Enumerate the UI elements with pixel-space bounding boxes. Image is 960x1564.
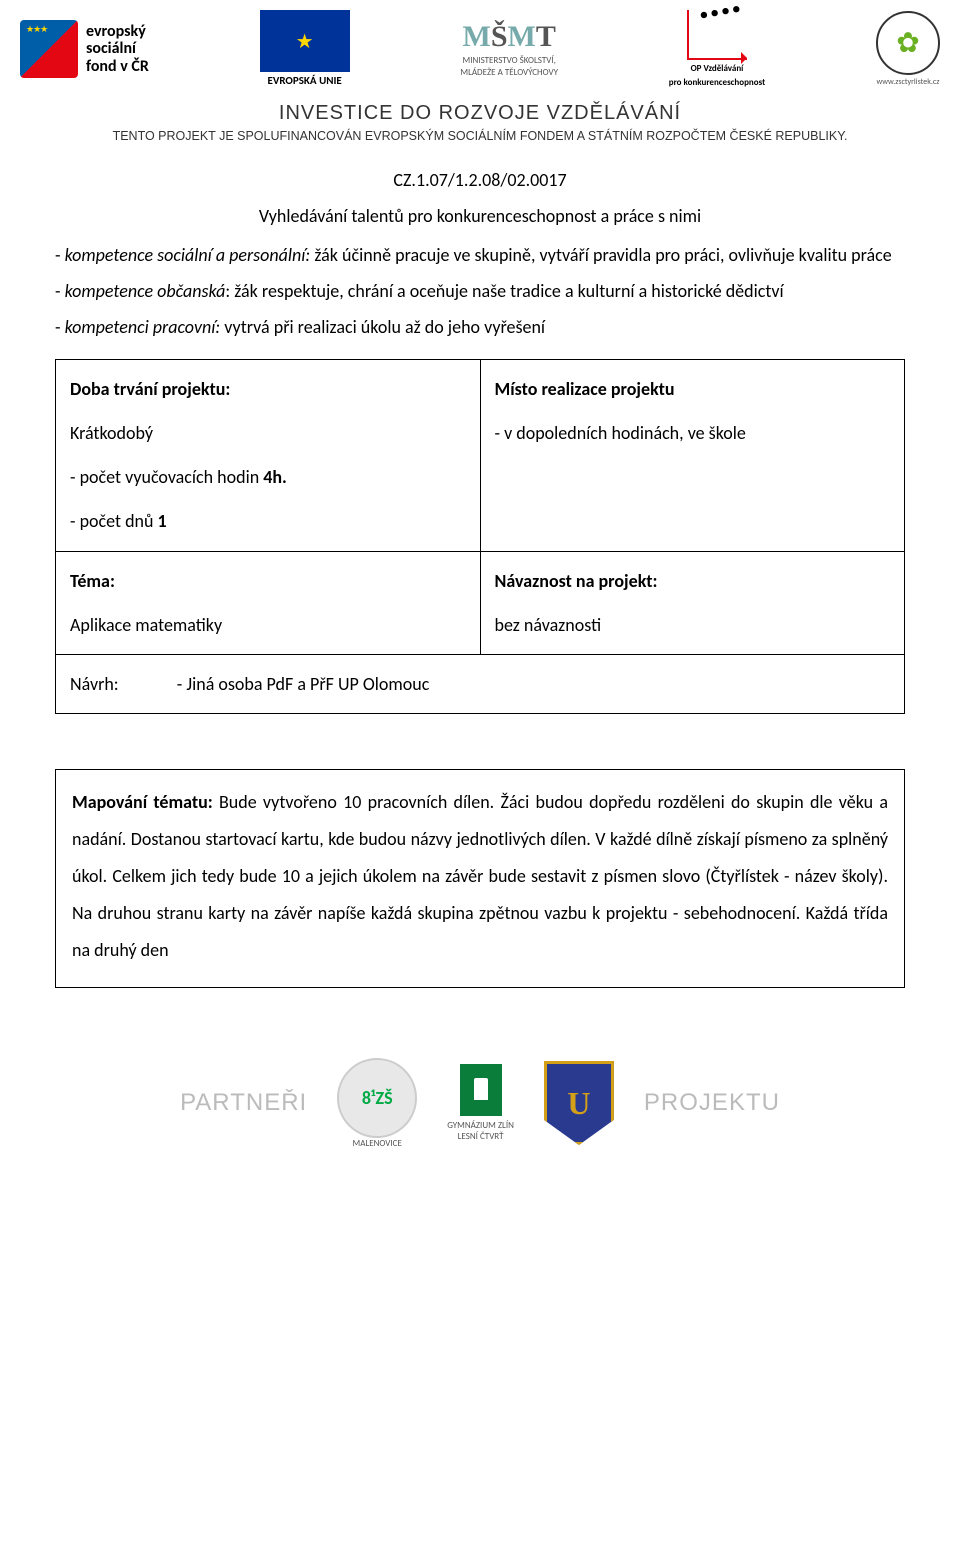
gym-caption2: LESNÍ ČTVRŤ [458,1131,504,1142]
competence-em: kompetence sociální a personální: [65,244,311,266]
msmt-caption2: MLÁDEŽE A TĚLOVÝCHOVY [460,68,558,78]
eu-caption: EVROPSKÁ UNIE [267,74,341,87]
competence-item-civic: - kompetence občanská: žák respektuje, c… [55,273,905,309]
competence-text: vytrvá při realizaci úkolu až do jeho vy… [220,316,545,338]
esf-flag-icon [20,20,78,78]
competence-text: : žák respektuje, chrání a oceňuje naše … [225,280,783,302]
msmt-caption1: MINISTERSTVO ŠKOLSTVÍ, [463,56,556,66]
eu-flag-icon: ★ [260,10,350,72]
msmt-logo: MŠMT MINISTERSTVO ŠKOLSTVÍ, MLÁDEŽE A TĚ… [460,20,558,78]
ctyrlistek-logo: ✿ www.zsctyrlistek.cz [876,11,940,87]
footer-partners: PARTNEŘI 8¹ZŠ MALENOVICE GYMNÁZIUM ZLÍN … [0,1018,960,1179]
eu-logo: ★ EVROPSKÁ UNIE [260,10,350,87]
table-row: Téma: Aplikace matematiky Návaznost na p… [56,551,905,654]
competence-text: žák účinně pracuje ve skupině, vytváří p… [310,244,891,266]
op-logo: •••• OP Vzdělávání pro konkurenceschopno… [669,10,765,88]
table-row: Doba trvání projektu: Krátkodobý - počet… [56,359,905,551]
proposal-cell: Návrh: - Jiná osoba PdF a PřF UP Olomouc [56,654,905,713]
duration-cell: Doba trvání projektu: Krátkodobý - počet… [56,359,481,551]
duration-kind: Krátkodobý [70,416,466,450]
competence-item-social: - kompetence sociální a personální: žák … [55,237,905,273]
esf-line2: sociální [86,40,149,58]
duration-hours: - počet vyučovacích hodin 4h. [70,460,466,494]
shield-icon: U [544,1061,614,1145]
proposal-label: Návrh: [70,673,119,695]
project-info-table: Doba trvání projektu: Krátkodobý - počet… [55,359,905,714]
cofinance-subline: TENTO PROJEKT JE SPOLUFINANCOVÁN EVROPSK… [0,129,960,153]
place-value: - v dopoledních hodinách, ve škole [495,416,891,450]
esf-line1: evropský [86,23,149,41]
duration-label: Doba trvání projektu: [70,372,466,406]
esf-text: evropský sociální fond v ČR [86,23,149,76]
partners-left-label: PARTNEŘI [180,1089,307,1117]
competence-em: kompetence občanská [65,280,226,302]
proposal-value: - Jiná osoba PdF a PřF UP Olomouc [177,673,430,695]
table-row: Návrh: - Jiná osoba PdF a PřF UP Olomouc [56,654,905,713]
op-logo-icon: •••• [687,10,747,60]
project-title: Vyhledávání talentů pro konkurenceschopn… [55,205,905,227]
mapping-lead: Mapování tématu: [72,791,213,813]
cz-code: CZ.1.07/1.2.08/02.0017 [55,169,905,191]
topic-value: Aplikace matematiky [70,608,466,642]
linkage-label: Návaznost na projekt: [495,564,891,598]
linkage-value: bez návaznosti [495,608,891,642]
clover-icon: ✿ [876,11,940,75]
msmt-logo-text: MŠMT [463,20,556,54]
topic-label: Téma: [70,564,466,598]
esf-line3: fond v ČR [86,58,149,76]
zs-caption: MALENOVICE [353,1138,402,1149]
invest-title: INVESTICE DO ROZVOJE VZDĚLÁVÁNÍ [0,96,960,129]
linkage-cell: Návaznost na projekt: bez návaznosti [480,551,905,654]
zs-malenovice-logo: 8¹ZŠ MALENOVICE [337,1058,417,1149]
up-olomouc-logo: U [544,1061,614,1145]
place-label: Místo realizace projektu [495,372,891,406]
competence-list: - kompetence sociální a personální: žák … [55,237,905,345]
op-caption1: OP Vzdělávání [691,64,744,74]
gym-caption1: GYMNÁZIUM ZLÍN [447,1120,514,1131]
place-cell: Místo realizace projektu - v dopoledních… [480,359,905,551]
document-body: CZ.1.07/1.2.08/02.0017 Vyhledávání talen… [0,153,960,1018]
mapping-text: Bude vytvořeno 10 pracovních dílen. Žáci… [72,791,888,961]
header-logo-strip: evropský sociální fond v ČR ★ EVROPSKÁ U… [0,0,960,96]
op-caption2: pro konkurenceschopnost [669,78,765,88]
gym-square-icon [460,1064,502,1116]
ctyr-caption: www.zsctyrlistek.cz [876,77,939,87]
esf-logo: evropský sociální fond v ČR [20,20,149,78]
topic-cell: Téma: Aplikace matematiky [56,551,481,654]
partners-right-label: PROJEKTU [644,1089,780,1117]
competence-em: kompetenci pracovní: [65,316,221,338]
duration-days: - počet dnů 1 [70,504,466,538]
mapping-box: Mapování tématu: Bude vytvořeno 10 praco… [55,769,905,987]
competence-item-work: - kompetenci pracovní: vytrvá při realiz… [55,309,905,345]
gymnazium-zlin-logo: GYMNÁZIUM ZLÍN LESNÍ ČTVRŤ [447,1064,514,1142]
document-page: evropský sociální fond v ČR ★ EVROPSKÁ U… [0,0,960,1179]
zs-badge-icon: 8¹ZŠ [337,1058,417,1138]
